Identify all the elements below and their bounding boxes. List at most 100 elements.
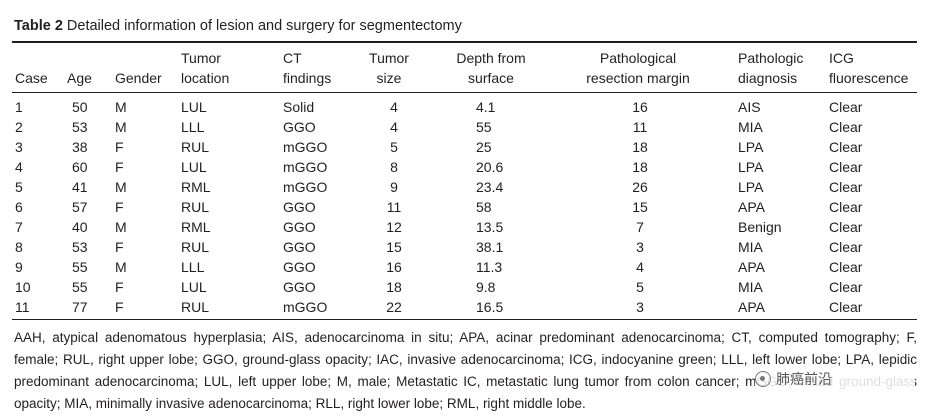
table-cell-age: 57 [72,199,88,215]
table-cell-case: 5 [15,179,23,195]
table-cell-tumor-size: 18 [386,279,402,295]
table-row: 5 41 M RML mGGO 9 23.4 26 LPA Clear [0,177,929,197]
table-cell-pathologic-diagnosis: MIA [738,279,763,295]
table-cell-ct-findings: mGGO [283,179,328,195]
table-cell-resection-margin: 5 [636,279,644,295]
table-cell-tumor-size: 16 [386,259,402,275]
table-caption: Table 2 Detailed information of lesion a… [14,18,462,34]
table-cell-resection-margin: 16 [632,99,648,115]
table-cell-icg-fluorescence: Clear [829,159,863,175]
table-row: 4 60 F LUL mGGO 8 20.6 18 LPA Clear [0,157,929,177]
table-cell-icg-fluorescence: Clear [829,239,863,255]
table-cell-ct-findings: mGGO [283,139,328,155]
table-row: 9 55 M LLL GGO 16 11.3 4 APA Clear [0,257,929,277]
table-cell-pathologic-diagnosis: LPA [738,159,764,175]
table-cell-gender: F [115,299,124,315]
watermark-text: 肺癌前沿 [776,371,832,387]
table-cell-icg-fluorescence: Clear [829,119,863,135]
table-cell-tumor-location: RUL [181,239,210,255]
table-bottom-rule [12,319,917,320]
table-row: 3 38 F RUL mGGO 5 25 18 LPA Clear [0,137,929,157]
table-cell-gender: M [115,259,127,275]
watermark: 肺癌前沿 [755,368,915,390]
table-cell-age: 50 [72,99,88,115]
table-header-rule [12,92,917,93]
table-cell-icg-fluorescence: Clear [829,299,863,315]
table-title: Detailed information of lesion and surge… [66,18,462,34]
table-cell-resection-margin: 3 [636,239,644,255]
column-header-line: Case [15,70,48,86]
column-header-line: ICG [829,50,854,66]
table-cell-ct-findings: GGO [283,279,316,295]
table-cell-resection-margin: 15 [632,199,648,215]
table-cell-gender: M [115,179,127,195]
column-header-tumor-size: Tumor size [369,48,409,88]
table-cell-depth-from-surface: 9.8 [476,279,496,295]
table-cell-resection-margin: 7 [636,219,644,235]
table-row: 1 50 M LUL Solid 4 4.1 16 AIS Clear [0,97,929,117]
table-cell-age: 55 [72,259,88,275]
table-cell-icg-fluorescence: Clear [829,219,863,235]
table-cell-case: 1 [15,99,23,115]
table-footnote: AAH, atypical adenomatous hyperplasia; A… [14,330,917,411]
table-cell-depth-from-surface: 16.5 [476,299,504,315]
table-cell-tumor-size: 11 [386,199,402,215]
table-cell-tumor-size: 22 [386,299,402,315]
table-cell-gender: F [115,159,124,175]
table-cell-depth-from-surface: 58 [476,199,492,215]
column-header-tumor-location: Tumor location [181,48,229,88]
table-cell-icg-fluorescence: Clear [829,259,863,275]
table-cell-gender: F [115,139,124,155]
table-cell-depth-from-surface: 4.1 [476,99,496,115]
table-cell-age: 40 [72,219,88,235]
table-cell-tumor-size: 4 [390,119,398,135]
table-top-rule [12,41,917,43]
column-header-line: CT [283,50,302,66]
table-cell-depth-from-surface: 25 [476,139,492,155]
table-cell-tumor-location: LLL [181,259,205,275]
table-cell-case: 8 [15,239,23,255]
table-cell-ct-findings: GGO [283,119,316,135]
table-cell-depth-from-surface: 55 [476,119,492,135]
column-header-line: Depth from [456,50,526,66]
table-cell-tumor-size: 9 [390,179,398,195]
table-cell-age: 38 [72,139,88,155]
table-cell-gender: F [115,199,124,215]
table-row: 2 53 M LLL GGO 4 55 11 MIA Clear [0,117,929,137]
table-cell-depth-from-surface: 38.1 [476,239,504,255]
column-header-depth-from-surface: Depth from surface [456,48,525,88]
table-cell-resection-margin: 18 [632,139,648,155]
table-cell-resection-margin: 26 [632,179,648,195]
table-cell-ct-findings: mGGO [283,299,328,315]
table-cell-ct-findings: GGO [283,219,316,235]
table-cell-icg-fluorescence: Clear [829,179,863,195]
table-cell-icg-fluorescence: Clear [829,279,863,295]
table-cell-gender: F [115,279,124,295]
table-cell-tumor-location: LUL [181,99,207,115]
column-header-gender: Gender [115,48,162,88]
table-row: 11 77 F RUL mGGO 22 16.5 3 APA Clear [0,297,929,317]
table-cell-pathologic-diagnosis: APA [738,299,765,315]
table-cell-case: 9 [15,259,23,275]
table-cell-depth-from-surface: 20.6 [476,159,504,175]
table-cell-tumor-location: LUL [181,159,207,175]
table-cell-tumor-size: 15 [386,239,402,255]
column-header-line: diagnosis [738,70,798,86]
table-cell-gender: M [115,119,127,135]
table-cell-age: 53 [72,119,88,135]
table-cell-tumor-size: 12 [386,219,402,235]
table-cell-pathologic-diagnosis: AIS [738,99,761,115]
column-header-ct-findings: CT findings [283,48,331,88]
table-cell-tumor-location: LLL [181,119,205,135]
table-cell-case: 3 [15,139,23,155]
table-row: 6 57 F RUL GGO 11 58 15 APA Clear [0,197,929,217]
table-cell-icg-fluorescence: Clear [829,139,863,155]
table-cell-case: 6 [15,199,23,215]
table-cell-depth-from-surface: 11.3 [476,259,503,275]
column-header-line: size [376,70,402,86]
table-cell-pathologic-diagnosis: MIA [738,119,763,135]
table-cell-resection-margin: 11 [632,119,648,135]
table-cell-resection-margin: 3 [636,299,644,315]
table-cell-case: 7 [15,219,23,235]
table-cell-case: 11 [15,299,30,315]
